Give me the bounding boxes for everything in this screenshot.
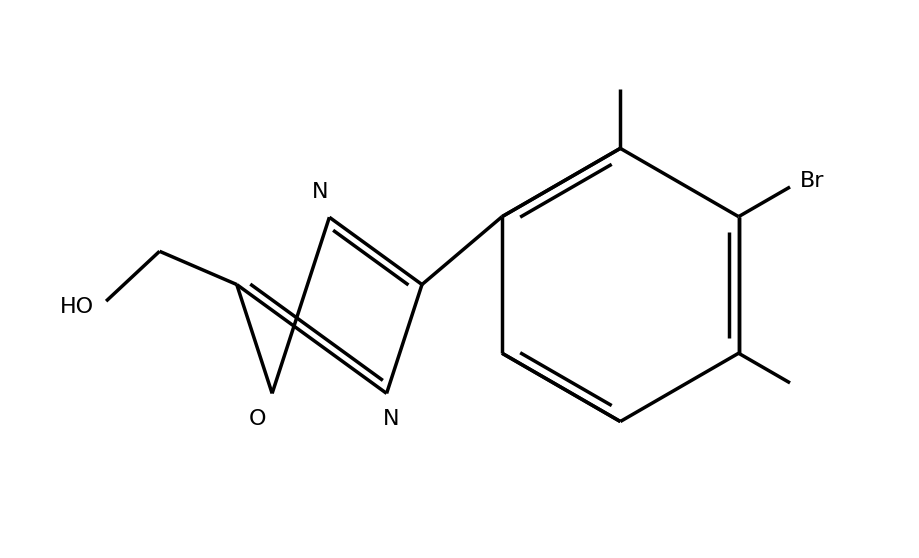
Text: O: O xyxy=(249,409,267,429)
Text: HO: HO xyxy=(60,297,94,317)
Text: N: N xyxy=(312,182,328,202)
Text: N: N xyxy=(382,409,399,429)
Text: Br: Br xyxy=(799,171,823,191)
